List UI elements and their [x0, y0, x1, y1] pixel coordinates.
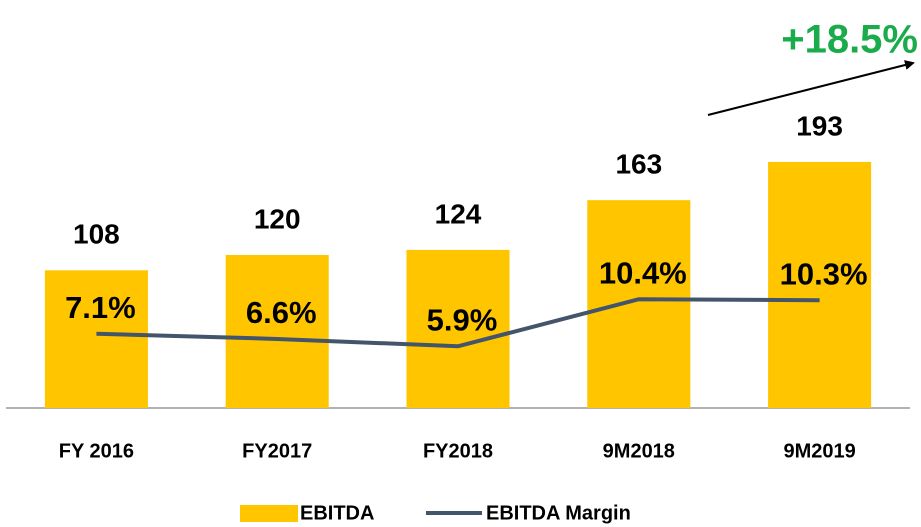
x-tick-label: FY2017	[242, 440, 312, 462]
legend-label: EBITDA Margin	[486, 502, 631, 524]
bar	[44, 270, 148, 408]
legend-label: EBITDA	[300, 502, 374, 524]
line-value-label: 6.6%	[246, 295, 317, 330]
bar	[587, 200, 691, 408]
bar-value-label: 120	[254, 203, 301, 234]
bar-value-label: 163	[615, 149, 662, 180]
line-value-label: 5.9%	[427, 302, 498, 337]
bar	[406, 249, 510, 408]
bar	[768, 161, 872, 408]
growth-arrow	[707, 60, 915, 116]
line-value-label: 10.4%	[599, 255, 687, 290]
x-tick-label: 9M2019	[783, 440, 855, 462]
legend-swatch	[240, 505, 298, 522]
bar-value-label: 108	[73, 219, 120, 250]
line-value-label: 7.1%	[65, 290, 136, 325]
line	[96, 297, 820, 349]
bar-value-label: 193	[796, 110, 843, 141]
annotation: +18.5%	[781, 18, 918, 62]
line-value-label: 10.3%	[780, 256, 868, 291]
x-tick-label: FY2018	[423, 440, 493, 462]
bar-value-label: 124	[435, 198, 482, 229]
x-tick-label: FY 2016	[59, 440, 134, 462]
x-tick-label: 9M2018	[603, 440, 675, 462]
bar	[225, 255, 329, 408]
